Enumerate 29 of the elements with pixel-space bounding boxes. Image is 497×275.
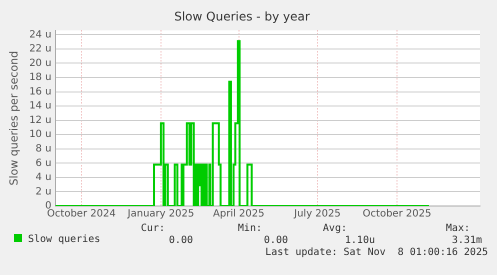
y-tick-label: 20 u: [29, 58, 52, 69]
y-tick-label: 12 u: [29, 114, 52, 126]
x-tick-label: July 2025: [293, 208, 341, 220]
text: 0.00: [168, 235, 193, 246]
text: Last update: Sat Nov 8 01:00:16 2025: [265, 247, 488, 258]
legend-label: Slow queries: [27, 234, 100, 245]
y-tick-label: 24 u: [29, 29, 52, 40]
y-tick-label: 14 u: [29, 100, 52, 112]
text: Max:: [446, 223, 470, 234]
chart-title: Slow Queries - by year: [174, 9, 310, 24]
y-tick-label: 8 u: [36, 143, 52, 154]
y-tick-label: 2 u: [36, 186, 52, 198]
x-tick-label: October 2025: [362, 208, 432, 220]
text: 3.31m: [452, 235, 482, 246]
y-tick-label: 22 u: [29, 44, 52, 55]
x-tick-label: October 2024: [47, 208, 116, 220]
y-tick-label: 10 u: [29, 129, 52, 140]
x-tick-label: January 2025: [126, 208, 194, 220]
y-tick-label: 18 u: [29, 72, 52, 84]
text: Cur:: [140, 223, 165, 234]
y-tick-label: 6 u: [36, 158, 52, 169]
text: 0.00: [264, 235, 288, 246]
y-tick-label: 4 u: [36, 172, 52, 184]
text: 1.10u: [344, 235, 375, 246]
text: Min:: [238, 223, 262, 234]
x-tick-label: April 2025: [213, 208, 264, 220]
text: Avg:: [322, 223, 347, 234]
y-tick-label: 16 u: [29, 86, 52, 98]
y-axis-title: Slow queries per second: [7, 50, 20, 186]
